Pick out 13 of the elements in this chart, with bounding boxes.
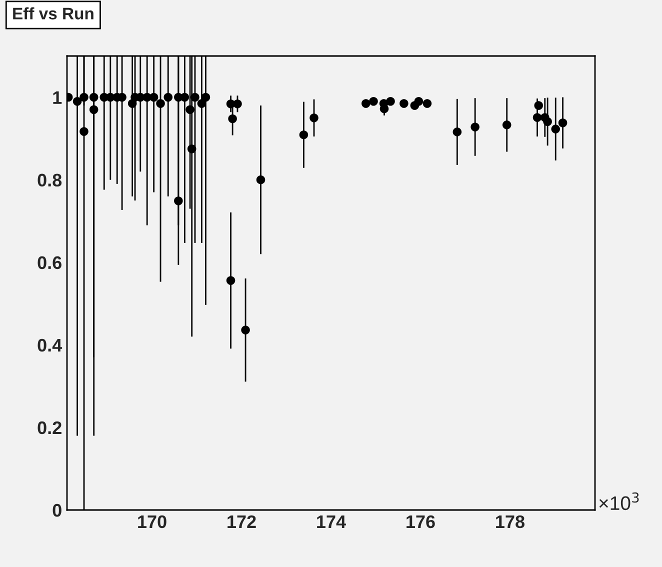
text: ×10$^{3}$ [599,492,639,510]
y-tick-label: 0.4 [38,338,62,352]
chart-title: Eff vs Run [13,7,94,20]
y-tick-label: 0 [52,504,62,517]
y-tick-label: 0.8 [38,174,62,187]
y-tick-label: 0.2 [38,421,62,434]
x-tick-label: 178 [496,515,524,528]
y-tick-label: 0.6 [38,256,62,270]
y-tick-label: 1 [53,91,62,104]
x-tick-label: 172 [228,515,256,528]
x-tick-label: 174 [317,516,346,528]
x-tick-label: 176 [406,515,435,528]
x-tick-label: 170 [138,515,166,528]
